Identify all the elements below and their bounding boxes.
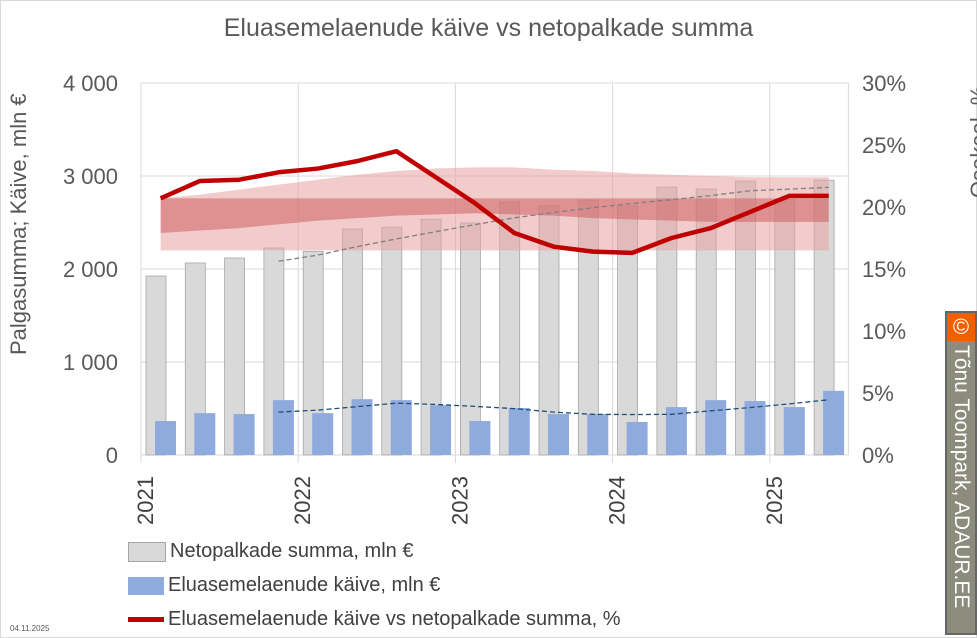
bar-kaive: [744, 401, 766, 455]
y2-tick-label: 20%: [862, 195, 906, 220]
x-tick-label: 2025: [762, 476, 787, 525]
bar-kaive: [626, 421, 648, 455]
date-stamp: 04.11.2025: [10, 624, 50, 633]
legend-item-kaive: Eluasemelaenude käive, mln €: [128, 574, 440, 597]
bar-kaive: [194, 413, 216, 455]
y2-tick-label: 15%: [862, 257, 906, 282]
legend-swatch: [128, 617, 164, 622]
bar-kaive: [233, 414, 255, 455]
watermark: © Tõnu Toompark, ADAUR.EE: [945, 311, 977, 635]
copyright-icon: ©: [947, 313, 975, 341]
bar-kaive: [705, 400, 727, 455]
watermark-text: Tõnu Toompark, ADAUR.EE: [950, 345, 973, 609]
legend-label: Eluasemelaenude käive vs netopalkade sum…: [168, 608, 621, 630]
legend-swatch: [128, 576, 164, 595]
bar-kaive: [272, 400, 294, 455]
bar-kaive: [823, 390, 845, 455]
bar-kaive: [469, 421, 491, 455]
bar-kaive: [587, 414, 609, 455]
y-tick-label: 1 000: [63, 350, 118, 375]
bar-kaive: [351, 399, 373, 455]
legend-label: Netopalkade summa, mln €: [170, 540, 414, 562]
x-tick-label: 2023: [447, 476, 472, 525]
bar-kaive: [155, 421, 176, 455]
bar-kaive: [665, 407, 687, 455]
line-osakaal: [159, 148, 829, 256]
bar-kaive: [508, 408, 530, 455]
bar-kaive: [548, 414, 569, 455]
bar-kaive: [312, 413, 334, 455]
legend-item-netopalkade: Netopalkade summa, mln €: [128, 540, 413, 563]
y2-tick-label: 0%: [862, 443, 894, 468]
y2-tick-label: 10%: [862, 319, 906, 344]
bar-kaive: [390, 400, 412, 455]
y-tick-label: 0: [106, 443, 118, 468]
y-tick-label: 4 000: [63, 71, 118, 96]
legend-item-osakaal: Eluasemelaenude käive vs netopalkade sum…: [128, 608, 620, 631]
y-tick-label: 3 000: [63, 164, 118, 189]
x-tick-label: 2024: [605, 476, 630, 525]
chart-title: Eluasemelaenude käive vs netopalkade sum…: [223, 14, 754, 42]
shaded-band: [160, 198, 829, 234]
x-tick-label: 2021: [133, 476, 158, 525]
trendline-kaive: [278, 399, 829, 416]
bar-kaive: [783, 407, 805, 455]
y2-tick-label: 5%: [862, 381, 894, 406]
y-tick-label: 2 000: [63, 257, 118, 282]
bar-netopalk: [459, 222, 481, 456]
y2-tick-label: 25%: [862, 133, 906, 158]
x-tick-label: 2022: [290, 476, 315, 525]
bar-kaive: [430, 405, 452, 455]
y2-tick-label: 30%: [862, 71, 906, 96]
legend-label: Eluasemelaenude käive, mln €: [168, 574, 441, 596]
legend-swatch: [128, 541, 166, 562]
